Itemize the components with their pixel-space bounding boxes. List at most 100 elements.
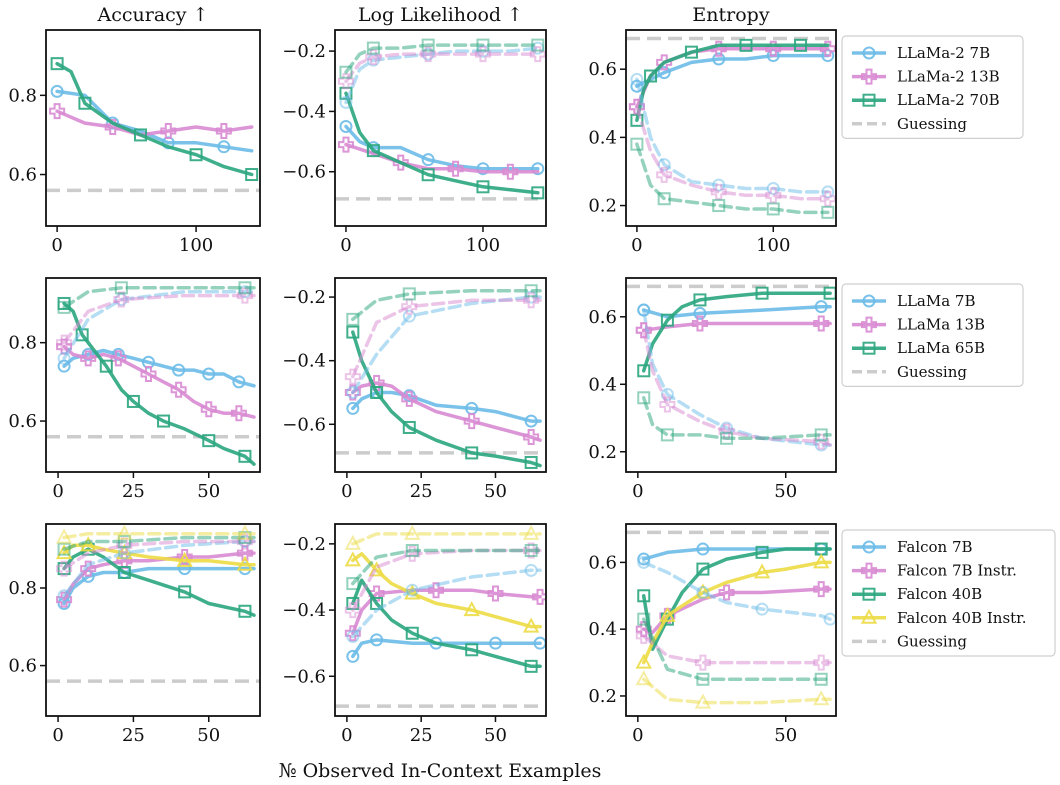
legend-label: Guessing [897,632,967,650]
data-point [755,602,769,616]
y-tick-label: 0.2 [588,686,617,707]
data-point [635,322,652,339]
data-point [238,604,252,618]
data-point [368,561,385,577]
data-point [523,292,540,309]
axes-frame [625,277,837,473]
data-point [238,449,252,463]
series-line [635,142,830,215]
data-point [696,585,710,599]
y-tick-label: 0.6 [588,59,617,80]
data-point [635,627,652,644]
panel-r1-c1: −0.6 −0.4 −0.2 0 25 50 [282,277,547,502]
series-line [635,43,830,123]
y-tick-label: 0.6 [588,552,617,573]
x-axis-label: № Observed In-Context Examples [279,760,602,782]
series-line [351,552,542,629]
data-point [813,553,830,569]
data-point [117,565,131,579]
data-point [637,612,651,626]
data-point [488,636,502,650]
series-falcon-7b-instr [635,581,832,638]
series-line [62,539,256,571]
legend-marker [861,316,877,333]
legend-marker [861,562,877,579]
data-point [465,446,479,460]
data-point [694,693,712,709]
data-point [821,205,835,219]
data-point [57,542,71,556]
y-tick-label: 0.8 [8,578,37,599]
panel-r1-c0: 0.6 0.8 0 25 50 [8,277,261,502]
legend-marker [861,68,877,85]
data-point [344,602,361,619]
legend-label: Falcon 40B [897,585,982,603]
panel-title: Accuracy ↑ [97,4,209,26]
series-line [351,390,542,423]
data-point [712,199,726,213]
series-line [62,535,256,551]
data-point [339,119,353,133]
y-tick-label: 0.2 [588,196,617,217]
data-point [814,428,828,442]
series-line [62,301,256,466]
data-point [230,405,247,422]
data-point [217,140,231,154]
data-point [522,524,540,540]
series-llama-65b [346,325,542,469]
data-point [420,46,437,63]
data-point [630,72,644,86]
data-point [657,192,671,206]
data-point [684,45,698,59]
plot-area [626,284,836,452]
data-point [365,49,382,66]
data-point [117,534,131,548]
x-tick-label: 0 [52,725,63,746]
data-point [202,434,216,448]
data-point [370,633,384,647]
data-point [202,367,216,381]
series-line [62,539,256,598]
data-point [421,153,435,167]
series-falcon-7b [637,542,832,566]
series-line [351,330,542,468]
data-point [637,364,651,378]
series-line [62,547,256,617]
data-point [463,600,480,617]
data-point [814,672,828,686]
legend-item-llama-2-7b: LLaMa-2 7B [852,44,990,62]
legend-item-guessing: Guessing [852,363,967,381]
legend-label: Guessing [897,115,967,133]
series-falcon-40b-instr-dashed [635,670,832,709]
data-point [405,626,419,640]
y-tick-label: 0.2 [588,442,617,463]
series-line [641,304,832,319]
data-point [766,202,780,216]
data-point [524,543,538,557]
series-falcon-40b [637,542,832,651]
y-tick-label: −0.2 [282,41,326,62]
legend-item-guessing: Guessing [852,632,967,650]
legend-label: Falcon 7B Instr. [897,562,1017,580]
data-point [133,128,147,142]
data-point [346,630,360,644]
y-tick-label: 0.6 [588,307,617,328]
data-point [405,543,419,557]
series-line [55,109,254,137]
data-point [524,284,538,298]
panel-title: Entropy [692,4,769,26]
plot-area [335,524,546,708]
data-point [813,315,830,332]
series-line [641,547,832,651]
x-tick-label: 25 [122,725,145,746]
series-line [641,634,832,665]
x-tick-label: 0 [340,235,351,256]
legend-item-llama-2-13b: LLaMa-2 13B [852,68,1000,86]
series-line [62,286,256,310]
series-line [641,677,832,705]
data-point [447,160,464,177]
data-point [402,287,416,301]
data-point [755,286,769,300]
x-tick-label: 0 [632,481,643,502]
series-line [351,568,542,639]
